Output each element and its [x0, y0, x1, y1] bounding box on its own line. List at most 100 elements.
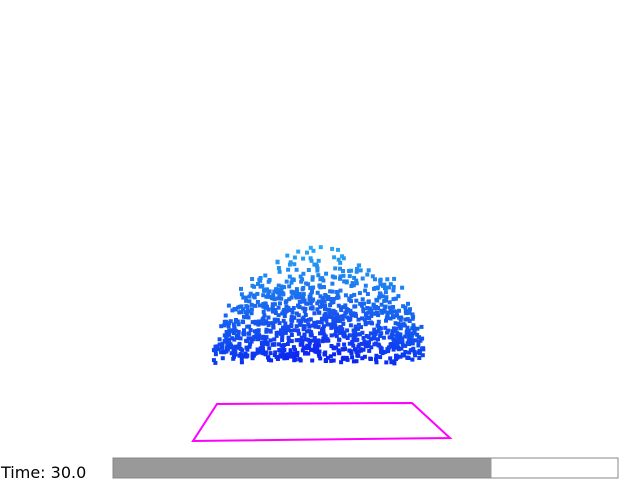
particle — [362, 354, 367, 359]
particle — [241, 295, 246, 300]
particle — [302, 298, 307, 303]
particle — [417, 356, 422, 360]
particle — [248, 342, 253, 347]
particle — [277, 269, 282, 274]
particle — [332, 352, 337, 357]
particle — [403, 350, 408, 354]
particle — [237, 353, 242, 358]
particle — [303, 351, 307, 356]
particle — [282, 314, 287, 318]
particle — [296, 249, 301, 254]
particle — [289, 295, 294, 300]
particle — [247, 294, 252, 299]
particle — [238, 346, 243, 351]
particle — [244, 345, 249, 350]
particle-cloud — [211, 245, 426, 366]
particle — [356, 353, 361, 358]
particle — [267, 346, 272, 351]
particle — [287, 284, 292, 289]
particle — [317, 349, 322, 354]
particle — [397, 315, 402, 320]
particle — [285, 342, 290, 346]
particle — [312, 343, 317, 348]
particle — [296, 328, 301, 333]
particle — [353, 311, 358, 316]
particle — [310, 306, 315, 311]
particle — [311, 285, 316, 290]
particle — [292, 290, 297, 295]
particle — [329, 358, 334, 363]
particle — [277, 321, 282, 326]
particle — [336, 326, 340, 331]
particle — [222, 323, 227, 328]
particle — [276, 330, 281, 335]
particle — [296, 318, 301, 323]
particle — [400, 342, 405, 347]
particle — [304, 301, 309, 306]
particle — [220, 356, 225, 361]
particle — [391, 288, 396, 293]
particle — [256, 329, 261, 333]
particle — [233, 344, 238, 349]
particle — [286, 267, 291, 272]
particle — [270, 308, 275, 313]
particle — [400, 352, 405, 357]
particle — [412, 330, 417, 335]
particle — [323, 311, 328, 316]
particle — [322, 324, 326, 329]
particle — [397, 308, 401, 313]
particle — [323, 338, 327, 343]
particle — [403, 343, 408, 348]
particle — [338, 288, 343, 293]
particle — [334, 345, 339, 350]
particle — [286, 338, 291, 343]
particle — [275, 318, 280, 322]
particle — [337, 330, 342, 335]
particle — [298, 342, 303, 347]
particle — [331, 346, 336, 351]
particle — [373, 277, 377, 282]
particle — [321, 331, 326, 336]
particle — [253, 351, 258, 356]
particle — [384, 295, 389, 300]
particle — [368, 337, 373, 342]
particle — [351, 337, 356, 342]
particle — [244, 353, 249, 358]
particle — [373, 332, 378, 336]
particle — [329, 333, 334, 338]
particle — [398, 340, 403, 345]
particle — [375, 298, 380, 303]
particle — [280, 335, 285, 340]
particle — [374, 341, 379, 346]
particle — [417, 335, 421, 340]
particle — [312, 320, 317, 325]
particle — [268, 351, 273, 356]
particle — [338, 276, 342, 281]
particle — [303, 318, 308, 323]
particle — [333, 316, 338, 321]
particle — [319, 301, 324, 306]
particle — [383, 304, 388, 309]
particle — [266, 307, 271, 312]
particle — [247, 344, 252, 349]
particle — [242, 332, 246, 337]
particle — [391, 284, 396, 289]
particle — [355, 337, 360, 342]
particle — [352, 275, 357, 280]
particle — [331, 358, 336, 363]
particle — [321, 285, 326, 289]
particle — [269, 358, 274, 363]
particle — [348, 311, 353, 316]
particle — [358, 301, 363, 306]
particle — [362, 301, 366, 306]
particle — [341, 355, 346, 360]
particle — [379, 346, 384, 351]
particle — [258, 276, 263, 280]
particle — [327, 307, 332, 312]
particle — [308, 301, 313, 306]
particle — [380, 294, 385, 299]
particle — [383, 290, 388, 295]
particle — [344, 307, 349, 311]
